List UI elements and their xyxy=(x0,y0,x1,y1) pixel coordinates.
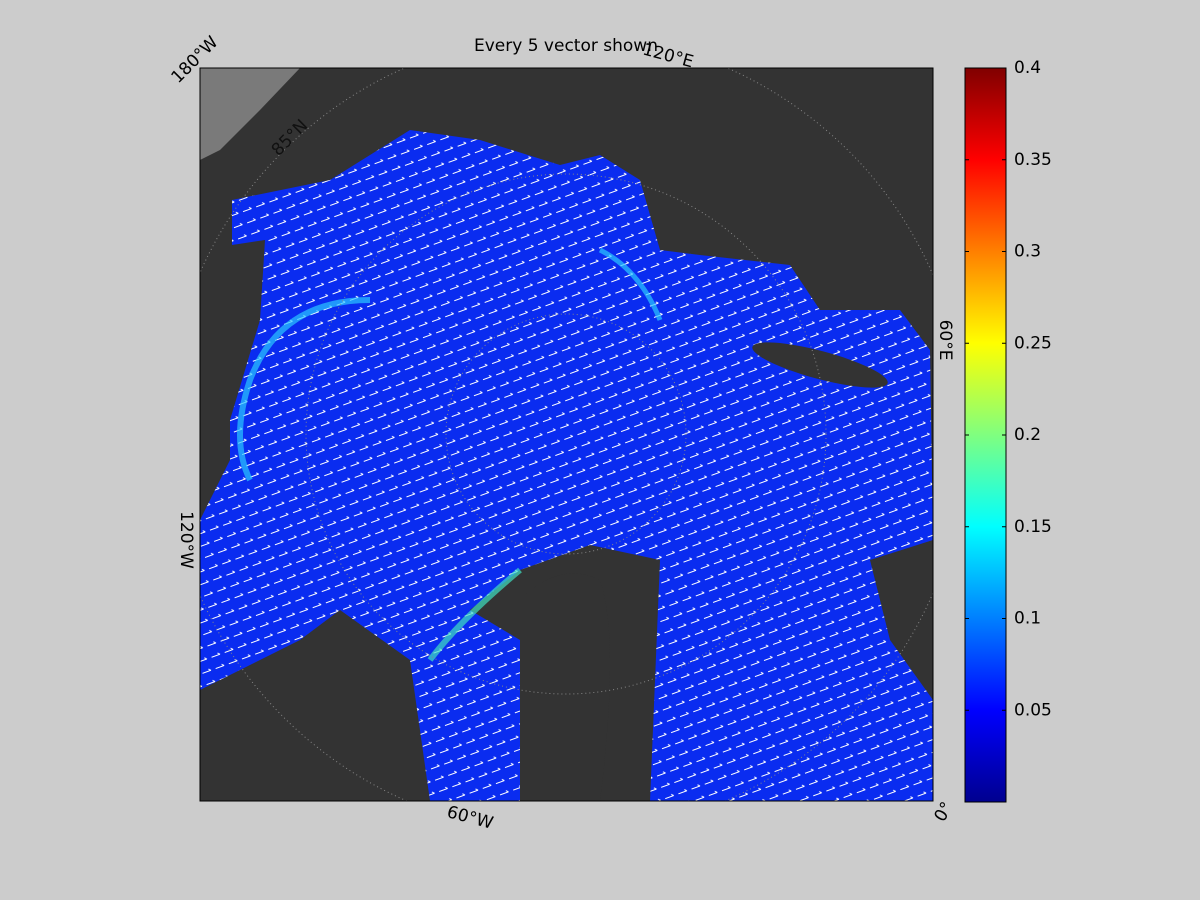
colorbar-tick-label: 0.35 xyxy=(1014,150,1052,170)
current-band xyxy=(237,297,371,482)
graticule xyxy=(305,173,827,695)
lon-label: 120°W xyxy=(176,511,196,569)
map-title: Every 5 vector shown xyxy=(474,36,658,56)
current-band xyxy=(598,247,663,321)
greenland xyxy=(520,573,610,801)
colorbar-tick-label: 0.2 xyxy=(1014,425,1041,445)
grey-region xyxy=(200,68,300,160)
lon-label: 60°E xyxy=(935,320,955,361)
colorbar-tick-label: 0.15 xyxy=(1014,517,1052,537)
map xyxy=(200,68,933,801)
map-frame xyxy=(199,67,934,802)
colorbar xyxy=(964,67,1007,803)
velocity-vectors xyxy=(200,130,933,801)
lon-label: 60°W xyxy=(445,802,496,834)
graticule xyxy=(445,313,687,555)
island xyxy=(752,342,888,388)
colorbar-tick-label: 0.3 xyxy=(1014,242,1041,262)
colorbar-tick-label: 0.1 xyxy=(1014,609,1041,629)
colorbar-tick-label: 0.4 xyxy=(1014,58,1041,78)
lon-label: 0° xyxy=(931,799,958,826)
current-band xyxy=(427,567,522,662)
colorbar-tick-label: 0.05 xyxy=(1014,700,1052,720)
lon-label: 120°E xyxy=(640,40,695,73)
colorbar-tick-label: 0.25 xyxy=(1014,333,1052,353)
